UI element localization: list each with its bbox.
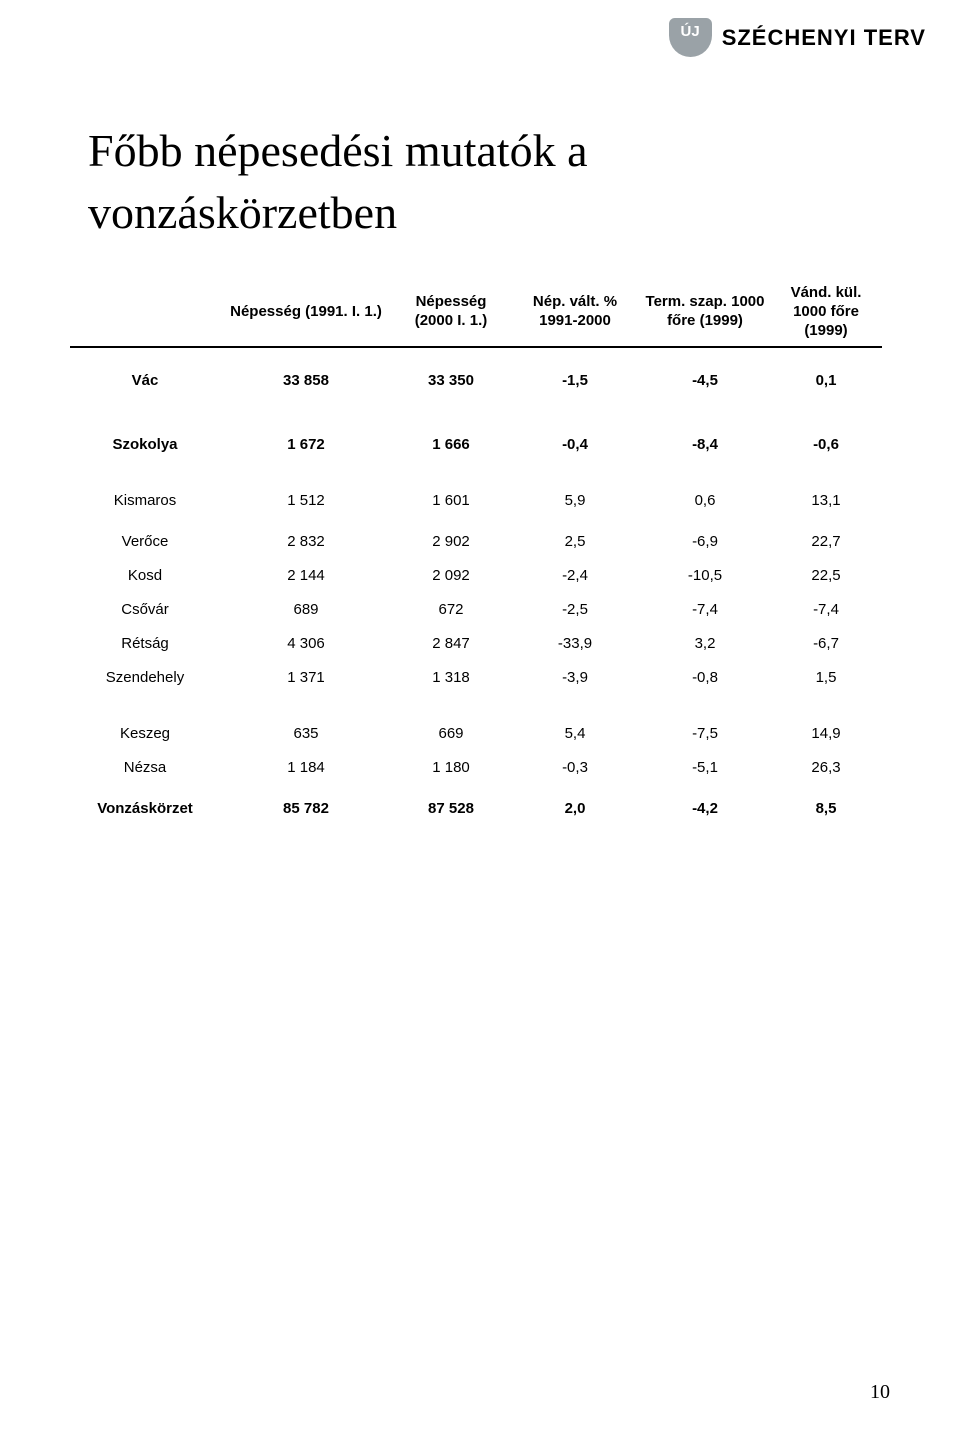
cell: 0,6 [640,476,770,524]
row-label: Vonzáskörzet [70,784,220,832]
cell: -7,4 [640,592,770,626]
table-row: Kismaros1 5121 6015,90,613,1 [70,476,882,524]
cell: 14,9 [770,694,882,750]
col-header-1: Népesség (1991. I. 1.) [220,278,392,347]
table-row: Kosd2 1442 092-2,4-10,522,5 [70,558,882,592]
cell: 2 144 [220,558,392,592]
cell: 2 902 [392,524,510,558]
cell: 8,5 [770,784,882,832]
page: ÚJ SZÉCHENYI TERV Főbb népesedési mutató… [0,0,960,1448]
row-label: Nézsa [70,750,220,784]
cell: 689 [220,592,392,626]
cell: 33 858 [220,347,392,412]
table-row: Verőce2 8322 9022,5-6,922,7 [70,524,882,558]
cell: 2,5 [510,524,640,558]
cell: 4 306 [220,626,392,660]
cell: -10,5 [640,558,770,592]
table-row: Csővár689672-2,5-7,4-7,4 [70,592,882,626]
row-label: Szendehely [70,660,220,694]
row-label: Csővár [70,592,220,626]
cell: -0,8 [640,660,770,694]
cell: 2 847 [392,626,510,660]
cell: 1 180 [392,750,510,784]
cell: -33,9 [510,626,640,660]
cell: 2 092 [392,558,510,592]
row-label: Szokolya [70,412,220,476]
page-title: Főbb népesedési mutatók a vonzáskörzetbe… [88,120,588,244]
col-header-0 [70,278,220,347]
cell: 2,0 [510,784,640,832]
cell: -4,5 [640,347,770,412]
cell: -7,5 [640,694,770,750]
title-line-1: Főbb népesedési mutatók a [88,125,588,176]
cell: 2 832 [220,524,392,558]
table-header-row: Népesség (1991. I. 1.) Népesség (2000 I.… [70,278,882,347]
cell: -5,1 [640,750,770,784]
cell: -0,4 [510,412,640,476]
data-table: Népesség (1991. I. 1.) Népesség (2000 I.… [70,278,882,832]
col-header-4: Term. szap. 1000 főre (1999) [640,278,770,347]
table-row: Keszeg6356695,4-7,514,9 [70,694,882,750]
cell: 669 [392,694,510,750]
table-row: Vác33 85833 350-1,5-4,50,1 [70,347,882,412]
row-label: Vác [70,347,220,412]
cell: 1 184 [220,750,392,784]
cell: 1 601 [392,476,510,524]
cell: -0,6 [770,412,882,476]
cell: 1,5 [770,660,882,694]
logo-badge: ÚJ [669,18,712,57]
cell: -8,4 [640,412,770,476]
cell: 0,1 [770,347,882,412]
title-line-2: vonzáskörzetben [88,187,397,238]
cell: 1 318 [392,660,510,694]
table-row: Szokolya1 6721 666-0,4-8,4-0,6 [70,412,882,476]
cell: -0,3 [510,750,640,784]
cell: -4,2 [640,784,770,832]
row-label: Kosd [70,558,220,592]
cell: 5,9 [510,476,640,524]
row-label: Keszeg [70,694,220,750]
col-header-5: Vánd. kül. 1000 főre (1999) [770,278,882,347]
cell: 5,4 [510,694,640,750]
cell: 1 512 [220,476,392,524]
cell: -6,9 [640,524,770,558]
row-label: Rétság [70,626,220,660]
cell: 1 666 [392,412,510,476]
cell: 672 [392,592,510,626]
table-row: Nézsa1 1841 180-0,3-5,126,3 [70,750,882,784]
col-header-3: Nép. vált. % 1991-2000 [510,278,640,347]
cell: -6,7 [770,626,882,660]
table-body: Vác33 85833 350-1,5-4,50,1Szokolya1 6721… [70,347,882,832]
cell: 26,3 [770,750,882,784]
cell: 13,1 [770,476,882,524]
cell: 1 672 [220,412,392,476]
cell: -2,5 [510,592,640,626]
cell: 22,5 [770,558,882,592]
cell: 3,2 [640,626,770,660]
row-label: Kismaros [70,476,220,524]
table-row: Vonzáskörzet85 78287 5282,0-4,28,5 [70,784,882,832]
cell: 85 782 [220,784,392,832]
cell: -1,5 [510,347,640,412]
brand-logo: ÚJ SZÉCHENYI TERV [669,18,927,57]
table-row: Szendehely1 3711 318-3,9-0,81,5 [70,660,882,694]
cell: -7,4 [770,592,882,626]
logo-text: SZÉCHENYI TERV [722,25,926,51]
cell: 87 528 [392,784,510,832]
cell: -3,9 [510,660,640,694]
table-row: Rétság4 3062 847-33,93,2-6,7 [70,626,882,660]
cell: 1 371 [220,660,392,694]
col-header-2: Népesség (2000 I. 1.) [392,278,510,347]
cell: 33 350 [392,347,510,412]
cell: 22,7 [770,524,882,558]
cell: 635 [220,694,392,750]
row-label: Verőce [70,524,220,558]
data-table-wrap: Népesség (1991. I. 1.) Népesség (2000 I.… [70,278,882,832]
page-number: 10 [870,1381,890,1404]
cell: -2,4 [510,558,640,592]
